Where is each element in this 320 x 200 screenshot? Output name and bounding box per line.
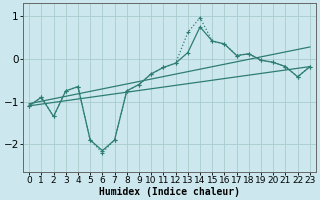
X-axis label: Humidex (Indice chaleur): Humidex (Indice chaleur) <box>99 186 240 197</box>
